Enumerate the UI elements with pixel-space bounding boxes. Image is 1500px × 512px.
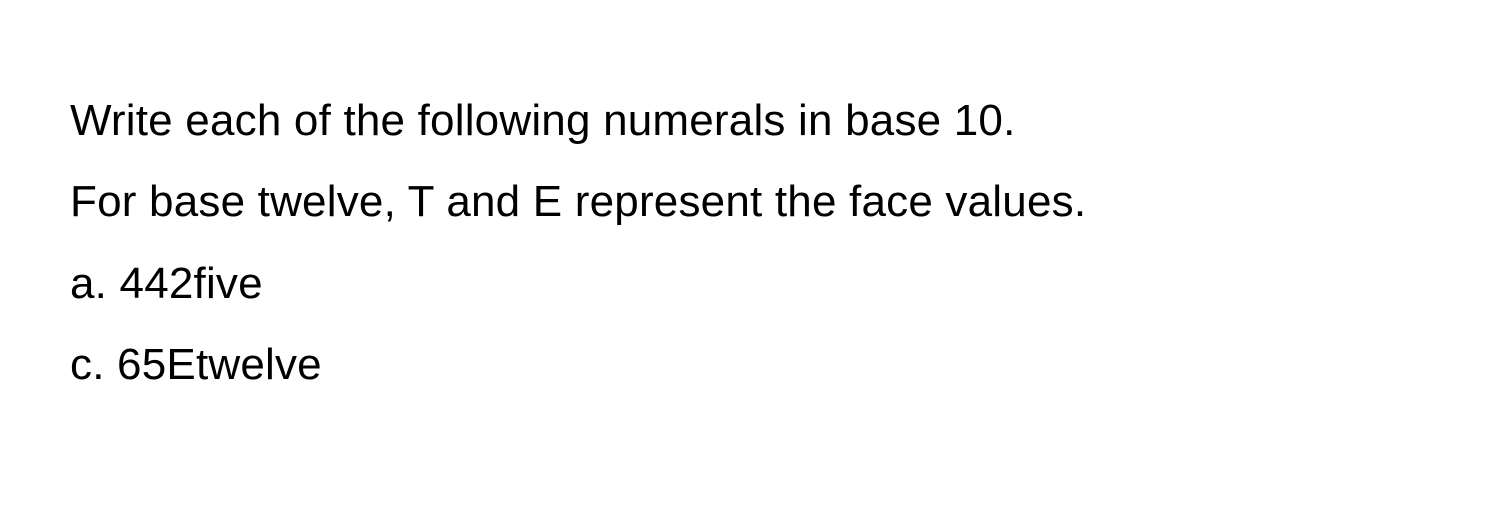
question-content: Write each of the following numerals in … [0,0,1500,406]
item-a: a. 442five [70,243,1430,324]
item-c: c. 65Etwelve [70,324,1430,405]
instruction-line-1: Write each of the following numerals in … [70,80,1430,161]
instruction-line-2: For base twelve, T and E represent the f… [70,161,1430,242]
